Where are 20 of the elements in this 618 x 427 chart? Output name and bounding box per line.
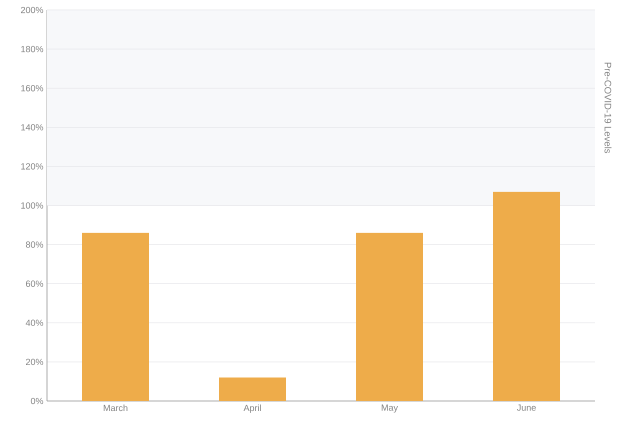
x-tick-label: May bbox=[382, 404, 398, 413]
y-tick-label: 0% bbox=[30, 398, 44, 404]
band-label: Pre-COVID-19 Levels bbox=[604, 62, 612, 154]
y-tick-label: 100% bbox=[21, 202, 44, 209]
y-tick-label: 80% bbox=[26, 241, 44, 248]
x-tick-label: June bbox=[516, 404, 536, 411]
x-tick-label: March bbox=[104, 404, 128, 412]
y-tick-label: 140% bbox=[21, 124, 44, 130]
x-tick-label: April bbox=[244, 404, 261, 413]
y-tick-label: 200% bbox=[21, 6, 44, 14]
y-tick-label: 20% bbox=[26, 358, 44, 366]
bar bbox=[82, 232, 149, 401]
y-tick-label: 180% bbox=[21, 46, 44, 52]
y-tick-label: 120% bbox=[21, 163, 44, 170]
y-tick-label: 60% bbox=[26, 280, 44, 287]
y-tick-label: 40% bbox=[26, 320, 44, 326]
bar bbox=[493, 192, 560, 401]
y-tick-label: 160% bbox=[21, 85, 44, 92]
bar bbox=[219, 378, 286, 401]
bar bbox=[356, 232, 424, 401]
